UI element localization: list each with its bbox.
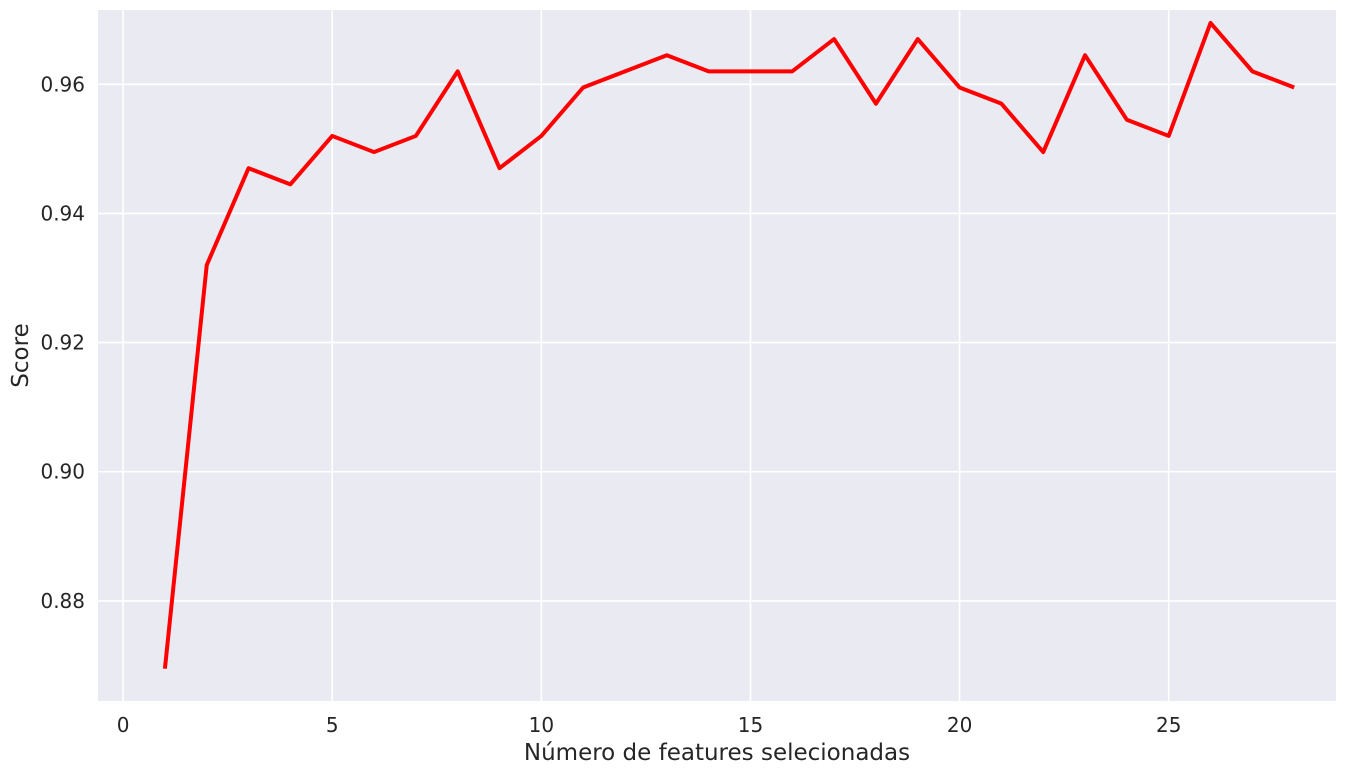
y-tick-label: 0.92: [40, 331, 85, 355]
y-axis-label: Score: [8, 323, 34, 387]
y-tick-label: 0.88: [40, 589, 85, 613]
series-group: [162, 20, 1295, 669]
grid-lines: [98, 10, 1336, 701]
x-tick-label: 15: [738, 713, 763, 737]
x-tick-label: 20: [947, 713, 972, 737]
x-tick-label: 5: [326, 713, 339, 737]
x-tick-label: 10: [529, 713, 554, 737]
x-tick-label: 25: [1156, 713, 1181, 737]
series-line: [162, 20, 1295, 669]
x-axis-label: Número de features selecionadas: [524, 740, 910, 766]
x-tick-label: 0: [117, 713, 130, 737]
y-axis-ticks: 0.88 0.90 0.92 0.94 0.96: [40, 72, 85, 613]
y-tick-label: 0.94: [40, 201, 85, 225]
y-tick-label: 0.90: [40, 460, 85, 484]
plot-area: [98, 10, 1336, 701]
y-tick-label: 0.96: [40, 72, 85, 96]
x-axis-ticks: 0 5 10 15 20 25: [117, 713, 1182, 737]
